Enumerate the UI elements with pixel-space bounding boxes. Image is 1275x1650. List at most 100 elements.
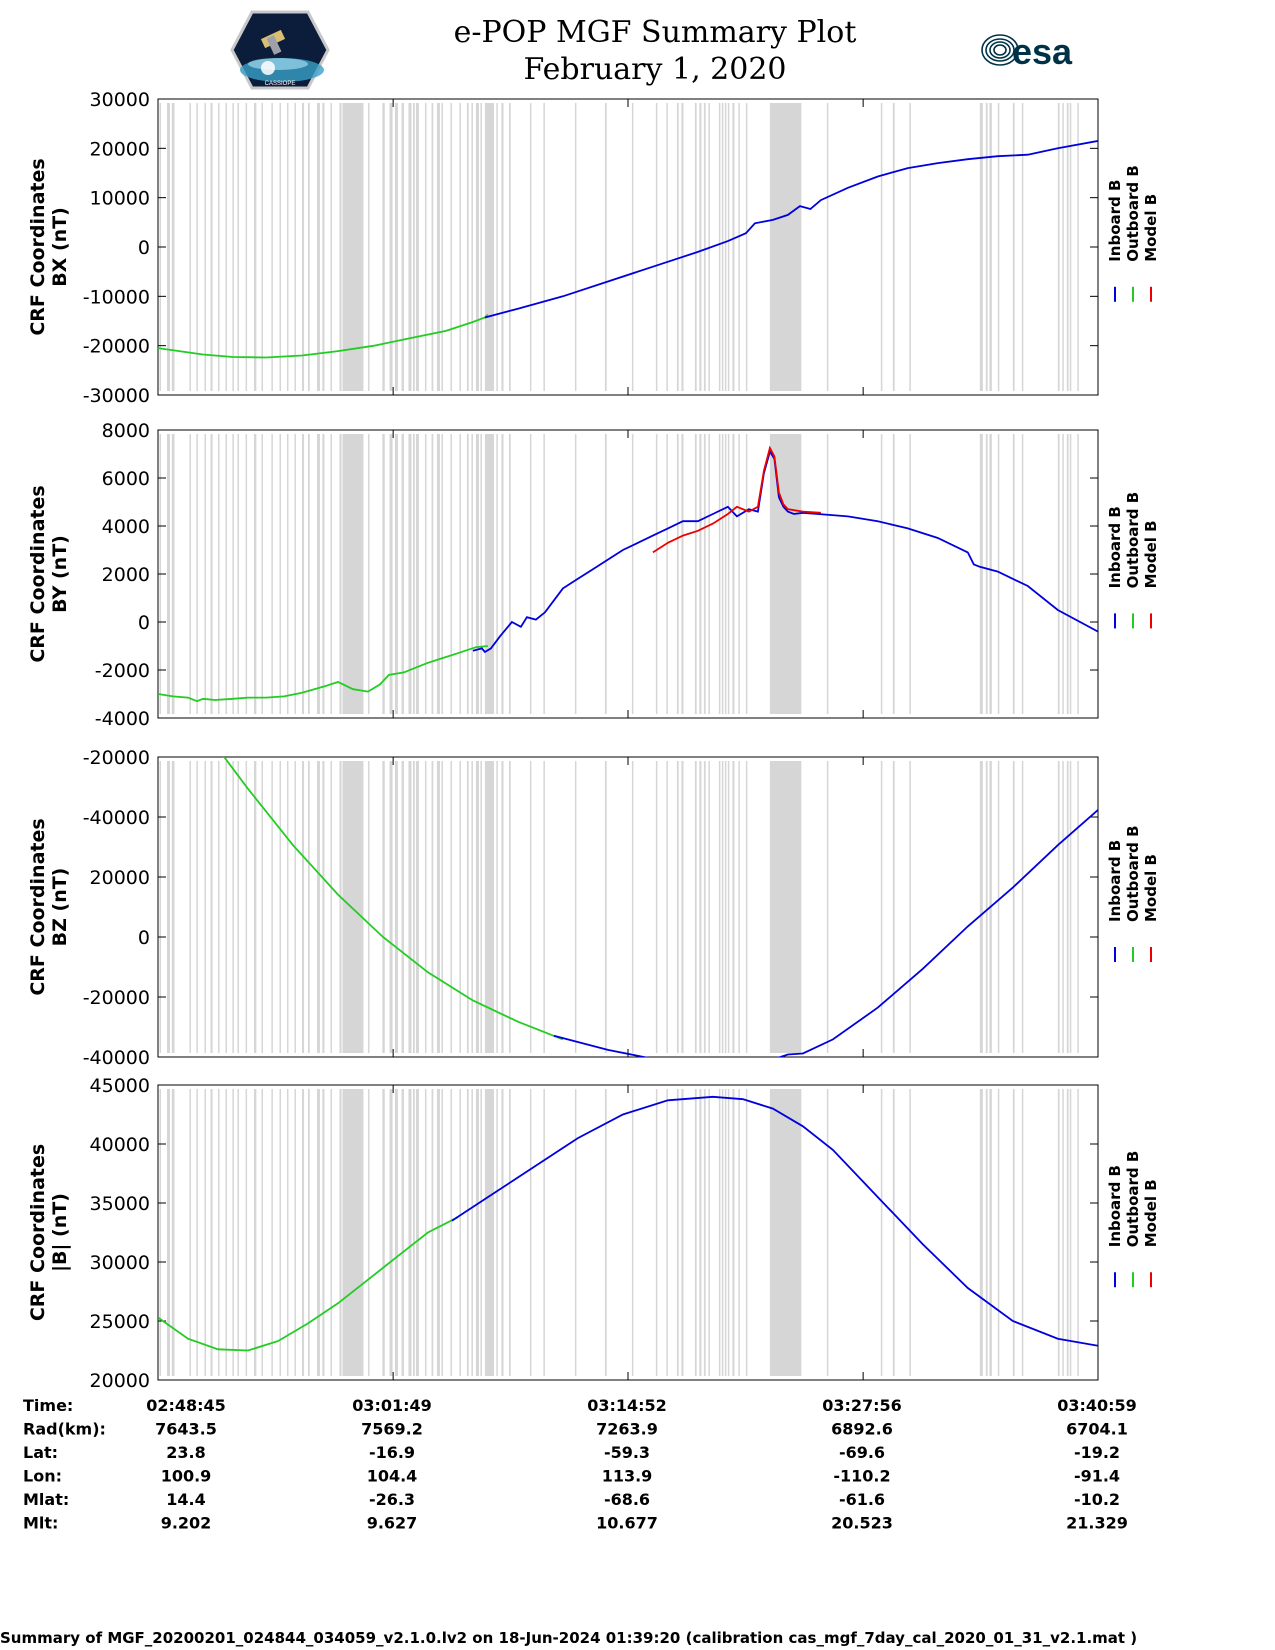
- data-gap: [666, 1089, 668, 1376]
- data-gap: [703, 1089, 706, 1376]
- info-row-value: -10.2: [1074, 1490, 1120, 1509]
- data-gap: [738, 761, 740, 1053]
- data-gap: [738, 103, 740, 391]
- data-gap: [330, 1089, 332, 1376]
- data-gap: [261, 1089, 263, 1376]
- y-tick-label: 0: [138, 612, 150, 634]
- info-row-key: Mlat:: [23, 1490, 69, 1509]
- y-tick-label: 8000: [102, 420, 150, 442]
- data-gap: [1012, 103, 1015, 391]
- data-gap: [721, 761, 724, 1053]
- data-gap: [459, 761, 461, 1053]
- legend-label: Model B: [1142, 194, 1160, 262]
- info-row-key: Mlt:: [23, 1514, 58, 1533]
- y-tick-label: 2000: [102, 564, 150, 586]
- data-gap: [501, 434, 504, 714]
- data-gap: [394, 1089, 398, 1376]
- data-gap: [450, 1089, 452, 1376]
- y-tick-label: -10000: [83, 286, 150, 308]
- data-gap: [979, 761, 983, 1053]
- data-gap: [989, 434, 992, 714]
- data-gap: [699, 761, 702, 1053]
- data-gap: [415, 761, 419, 1053]
- data-gap: [718, 434, 721, 714]
- data-gap: [294, 434, 296, 714]
- series-inboard: [553, 809, 1098, 1057]
- legend: Inboard B Outboard B Model B: [1106, 825, 1160, 962]
- y-tick-label: -4000: [95, 708, 150, 730]
- data-gap: [1066, 1089, 1069, 1376]
- data-gap: [412, 103, 415, 391]
- panel-bx: -30000 -20000 -10000 0 10000 20000 30000 CRF Co…: [27, 89, 1160, 407]
- data-gap: [480, 761, 482, 1053]
- data-gap: [1057, 434, 1060, 714]
- gap-shading: [159, 761, 1079, 1053]
- y-tick-label: -20000: [83, 336, 150, 358]
- data-gap: [681, 761, 684, 1053]
- data-gap: [480, 103, 482, 391]
- legend-label: Inboard B: [1106, 840, 1124, 922]
- data-gap: [543, 761, 545, 1053]
- data-gap: [166, 1089, 170, 1376]
- data-gap: [769, 1089, 802, 1376]
- data-gap: [294, 761, 296, 1053]
- info-row-value: -61.6: [839, 1490, 885, 1509]
- panel-bz: -40000 -20000 0 20000 -40000 -20000 CRF Coordi…: [27, 747, 1160, 1069]
- info-row-value: -19.2: [1074, 1443, 1120, 1462]
- data-gap: [676, 1089, 679, 1376]
- data-gap: [424, 434, 427, 714]
- info-row-value: -69.6: [839, 1443, 885, 1462]
- data-gap: [574, 434, 577, 714]
- data-gap: [217, 434, 220, 714]
- series-inboard: [484, 140, 1098, 319]
- data-gap: [232, 1089, 234, 1376]
- data-gap: [501, 1089, 504, 1376]
- data-gap: [245, 434, 248, 714]
- data-gap: [253, 434, 257, 714]
- y-tick-label: -40000: [83, 1047, 150, 1069]
- data-gap: [475, 434, 479, 714]
- data-gap: [604, 761, 607, 1053]
- info-row-value: -91.4: [1074, 1467, 1120, 1486]
- data-gap: [769, 761, 802, 1053]
- data-gap: [159, 761, 161, 1053]
- data-gap: [225, 1089, 227, 1376]
- data-gap: [307, 434, 310, 714]
- y-axis-label: CRF Coordinates: [27, 1144, 49, 1321]
- data-gap: [401, 434, 404, 714]
- data-gap: [471, 434, 473, 714]
- info-row-value: -59.3: [604, 1443, 650, 1462]
- gap-shading: [159, 103, 1079, 391]
- y-tick-label: 20000: [90, 867, 150, 889]
- data-gap: [261, 761, 263, 1053]
- info-row-value: 23.8: [166, 1443, 205, 1462]
- info-row-value: 9.627: [367, 1514, 418, 1533]
- info-row-value: 6892.6: [831, 1420, 893, 1439]
- esa-logo: esa: [981, 31, 1073, 72]
- data-gap: [367, 1089, 370, 1376]
- data-gap: [909, 434, 911, 714]
- data-gap: [204, 761, 206, 1053]
- data-gap: [171, 761, 175, 1053]
- data-gap: [484, 434, 494, 714]
- axes-box: [157, 98, 1099, 396]
- data-gap: [1012, 1089, 1015, 1376]
- data-gap: [415, 103, 419, 391]
- data-gap: [699, 103, 702, 391]
- data-gap: [382, 1089, 385, 1376]
- data-gap: [271, 434, 273, 714]
- data-gap: [496, 761, 498, 1053]
- data-gap: [401, 761, 404, 1053]
- data-gap: [441, 103, 443, 391]
- y-tick-label: -20000: [83, 747, 150, 769]
- data-gap: [732, 1089, 735, 1376]
- series-model: [652, 445, 821, 554]
- info-row-value: 100.9: [161, 1467, 212, 1486]
- axes-box: [157, 429, 1099, 719]
- data-gap: [1077, 103, 1079, 391]
- cassiope-logo-text: CASSIOPE: [265, 81, 296, 87]
- y-axis-label: CRF Coordinates: [27, 485, 49, 662]
- data-gap: [471, 103, 473, 391]
- data-gap: [475, 761, 479, 1053]
